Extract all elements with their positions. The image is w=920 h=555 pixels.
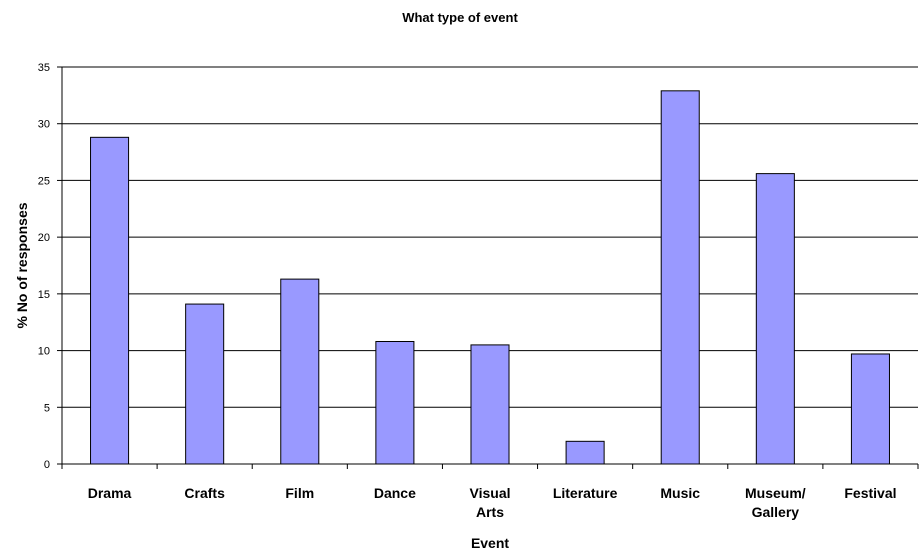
bar [755,173,795,465]
y-tick-label: 25 [38,175,50,187]
y-tick-label: 35 [38,62,50,74]
axes [61,67,919,469]
x-category-label: Museum/Gallery [745,485,806,520]
bar [375,340,415,465]
bar [850,353,890,465]
y-tick-label: 15 [38,289,50,301]
x-category-label: Film [285,485,314,501]
y-axis-ticks: 0 5 10 15 20 25 30 35 [38,62,62,471]
x-category-label: Drama [88,485,132,501]
bar [90,136,130,465]
bar [470,344,510,465]
y-tick-label: 30 [38,119,50,131]
bar [280,278,320,465]
bar [185,303,225,465]
x-category-label: Literature [553,485,618,501]
y-tick-label: 5 [44,402,50,414]
y-axis-title: % No of responses [14,202,30,328]
y-tick-label: 0 [44,459,50,471]
chart-title: What type of event [402,10,518,25]
y-tick-label: 20 [38,232,50,244]
x-category-label: Crafts [184,485,225,501]
y-tick-label: 10 [38,346,50,358]
x-category-label: Music [660,485,700,501]
x-category-label: Visual Arts [470,485,511,520]
x-axis-labels: Drama Crafts Film Dance Visual Arts Literature… [88,485,897,520]
x-category-label: Festival [844,485,896,501]
bar [565,440,605,465]
bar [660,90,700,465]
bars [90,90,890,465]
x-category-label: Dance [374,485,416,501]
x-axis-title: Event [471,535,509,551]
